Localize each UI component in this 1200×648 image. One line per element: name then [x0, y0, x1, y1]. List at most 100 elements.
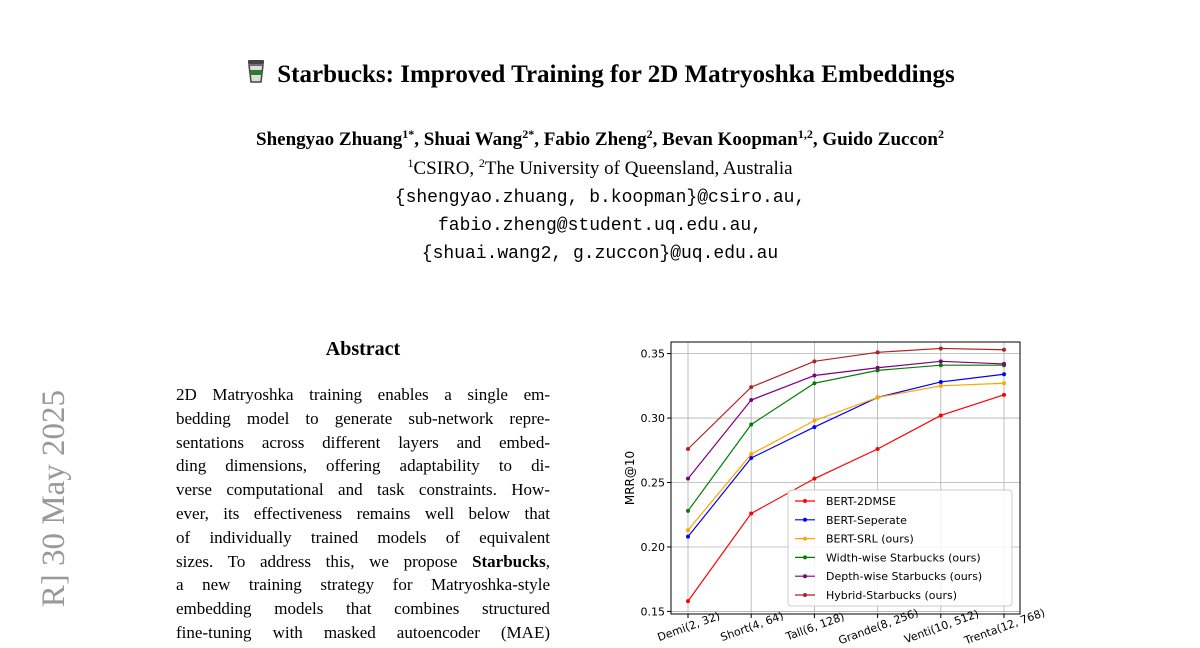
author-name: Shuai Wang — [423, 129, 523, 150]
authors: Shengyao Zhuang1*, Shuai Wang2*, Fabio Z… — [0, 127, 1200, 151]
author-name: Bevan Koopman — [662, 129, 798, 150]
author-mark: 2 — [937, 127, 944, 141]
legend-swatch — [803, 574, 807, 579]
y-tick-label: 0.15 — [641, 605, 666, 618]
cup-icon — [248, 60, 265, 83]
abstract-heading: Abstract — [325, 338, 401, 360]
line-series — [687, 373, 1005, 538]
data-point — [749, 385, 754, 390]
data-point — [1002, 392, 1006, 397]
arxiv-stamp: R] 30 May 2025 — [36, 390, 72, 607]
author-mark: 2* — [522, 127, 535, 141]
data-point — [1002, 347, 1006, 352]
data-point — [938, 379, 943, 384]
y-tick-label: 0.20 — [641, 541, 666, 554]
abstract-line: of individually trained models of equiva… — [176, 527, 550, 547]
legend-label: Width-wise Starbucks (ours) — [826, 551, 981, 564]
author-name: Fabio Zheng — [543, 129, 647, 150]
data-point — [938, 413, 943, 418]
text: , — [545, 551, 550, 571]
author-mark: 1,2 — [797, 127, 813, 141]
data-point — [875, 395, 880, 400]
data-point — [686, 534, 690, 539]
abstract-line: bedding model to generate sub-network re… — [176, 408, 550, 428]
abstract-line: fine-tuning with masked autoencoder (MAE… — [176, 623, 550, 642]
affiliation: CSIRO, — [413, 158, 475, 179]
abstract-line: a new training strategy for Matryoshka-s… — [176, 575, 550, 595]
data-point — [749, 398, 754, 403]
legend-label: BERT-Seperate — [826, 514, 907, 527]
data-point — [812, 418, 817, 423]
separator: , — [534, 129, 539, 150]
data-point — [812, 381, 817, 386]
data-point — [749, 422, 754, 427]
legend-label: BERT-SRL (ours) — [826, 533, 914, 546]
email: {shuai.wang2, g.zuccon}@uq.edu.au — [421, 244, 779, 264]
line-series — [687, 364, 1004, 512]
data-point — [938, 363, 943, 368]
y-axis-label: MRR@10 — [623, 451, 637, 505]
legend-label: Hybrid-Starbucks (ours) — [826, 589, 957, 602]
email: fabio.zheng@student.uq.edu.au, — [437, 216, 763, 236]
legend-label: Depth-wise Starbucks (ours) — [826, 570, 982, 583]
abstract-line: sentations across different layers and e… — [176, 432, 550, 452]
line-series — [687, 360, 1005, 480]
data-point — [875, 365, 880, 370]
legend-swatch — [803, 555, 807, 560]
legend-swatch — [803, 517, 807, 522]
abstract-line: verse computational and task constraints… — [176, 480, 550, 500]
data-point — [686, 528, 690, 533]
separator: , — [414, 129, 420, 150]
y-tick-label: 0.30 — [641, 412, 666, 425]
title-block: Starbucks: Improved Training for 2D Matr… — [0, 58, 1200, 89]
legend-label: BERT-2DMSE — [826, 495, 896, 508]
data-point — [749, 511, 754, 516]
author-name: Guido Zuccon — [822, 129, 938, 150]
affiliation-mark: 1 — [407, 156, 414, 170]
paper-title: Starbucks: Improved Training for 2D Matr… — [277, 61, 955, 88]
y-tick-label: 0.35 — [641, 348, 666, 361]
affiliation: The University of Queensland, Australia — [484, 158, 793, 179]
author-mark: 1* — [402, 127, 415, 141]
legend-swatch — [803, 499, 807, 503]
data-point — [812, 373, 817, 378]
affiliations: 1CSIRO, 2The University of Queensland, A… — [0, 156, 1200, 180]
data-point — [875, 350, 880, 355]
affiliation-mark: 2 — [478, 156, 485, 170]
bold-term: Starbucks — [472, 551, 546, 571]
abstract-line: ding dimensions, offering adaptability t… — [176, 456, 550, 476]
legend-box — [787, 489, 1013, 607]
y-tick-label: 0.25 — [641, 477, 666, 490]
text: sizes. To address this, we propose — [176, 551, 458, 571]
author-mark: 2 — [646, 127, 653, 141]
legend-swatch — [803, 536, 807, 541]
data-point — [938, 346, 943, 351]
data-point — [812, 476, 817, 481]
data-point — [938, 383, 943, 388]
separator: , — [812, 129, 818, 150]
abstract-line: embedding models that combines structure… — [176, 599, 550, 619]
line-series — [687, 347, 1005, 450]
data-point — [749, 452, 754, 457]
plot-frame — [670, 341, 1021, 615]
data-point — [812, 425, 817, 430]
data-point — [686, 446, 690, 451]
data-point — [812, 359, 817, 364]
x-tick-label: Short(4, 64) — [719, 609, 786, 644]
x-tick-label: Demi(2, 32) — [656, 609, 722, 644]
data-point — [1002, 361, 1006, 366]
data-point — [686, 508, 690, 513]
line-series — [687, 382, 1005, 531]
data-point — [938, 359, 943, 364]
author-name: Shengyao Zhuang — [256, 129, 403, 150]
data-point — [686, 599, 690, 604]
abstract-line: 2D Matryoshka training enables a single … — [176, 385, 550, 404]
data-point — [686, 476, 690, 481]
email: {shengyao.zhuang, b.koopman}@csiro.au, — [394, 188, 806, 208]
data-point — [875, 446, 880, 451]
legend-swatch — [803, 593, 807, 597]
line-series — [687, 394, 1005, 602]
data-point — [1002, 372, 1006, 377]
